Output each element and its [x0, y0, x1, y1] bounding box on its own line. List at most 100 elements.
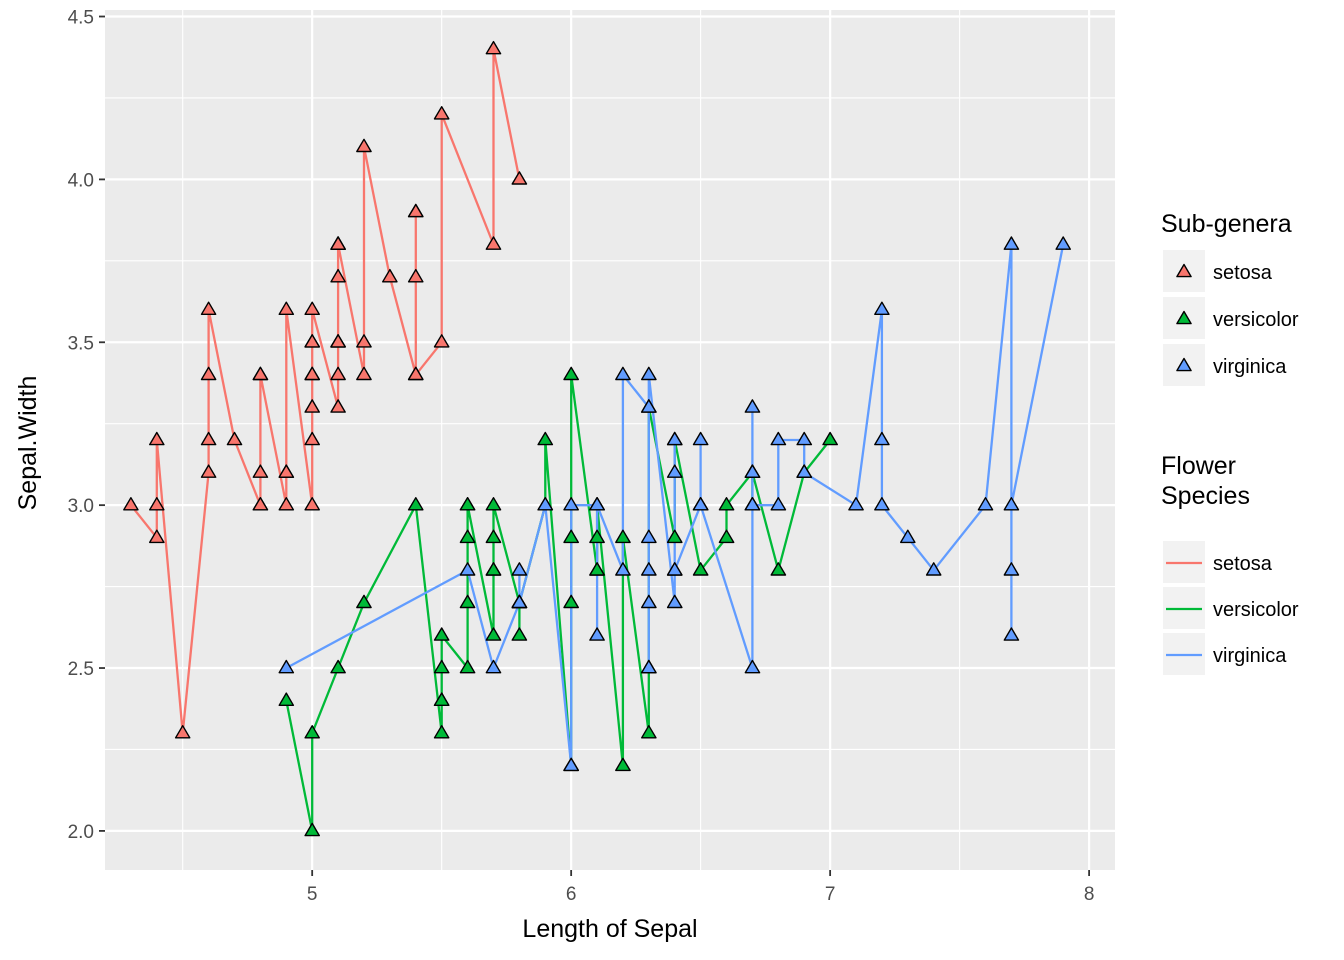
- data-point-setosa: [304, 497, 320, 511]
- data-point-versicolor: [278, 692, 295, 706]
- data-point-virginica: [770, 497, 787, 511]
- x-tick-label: 8: [1084, 884, 1095, 905]
- data-point-virginica: [1003, 236, 1020, 250]
- data-point-virginica: [511, 562, 528, 576]
- data-point-setosa: [382, 268, 398, 283]
- data-point-setosa: [200, 301, 217, 315]
- data-point-setosa: [278, 464, 295, 478]
- data-point-virginica: [563, 497, 579, 511]
- data-point-setosa: [304, 431, 320, 446]
- data-point-setosa: [148, 431, 165, 446]
- legend-label: virginica: [1213, 645, 1287, 667]
- data-point-versicolor: [563, 366, 579, 381]
- data-point-setosa: [304, 399, 320, 413]
- y-tick-label: 3.0: [68, 496, 94, 517]
- data-point-virginica: [977, 497, 994, 511]
- data-point-virginica: [874, 301, 890, 315]
- data-point-versicolor: [666, 529, 683, 544]
- data-point-virginica: [1003, 562, 1020, 576]
- data-point-versicolor: [459, 529, 476, 544]
- data-point-setosa: [330, 399, 346, 413]
- data-point-versicolor: [822, 431, 838, 446]
- data-point-setosa: [330, 334, 346, 348]
- data-point-virginica: [537, 497, 554, 511]
- x-axis: 5 6 7 8: [307, 870, 1095, 905]
- data-point-virginica: [641, 399, 657, 413]
- x-tick-label: 5: [307, 884, 318, 905]
- data-point-virginica: [744, 464, 761, 478]
- data-point-setosa: [278, 301, 295, 315]
- data-point-versicolor: [459, 659, 476, 674]
- data-point-virginica: [744, 659, 761, 674]
- data-point-setosa: [485, 40, 502, 55]
- x-axis-title: Length of Sepal: [522, 915, 697, 943]
- data-point-virginica: [666, 594, 683, 609]
- data-point-versicolor: [433, 725, 450, 739]
- x-tick-label: 7: [825, 884, 836, 905]
- data-point-setosa: [252, 464, 269, 478]
- y-axis-title: Sepal.Width: [14, 376, 42, 511]
- data-point-virginica: [615, 366, 631, 381]
- y-axis: 2.0 2.5 3.0 3.5 4.0 4.5: [68, 8, 105, 843]
- data-point-versicolor: [433, 659, 450, 674]
- data-point-setosa: [511, 171, 528, 185]
- plot-panel: [105, 10, 1115, 870]
- data-point-versicolor: [485, 627, 502, 641]
- legend-key-triangle: [1176, 263, 1192, 278]
- legend-key-triangle: [1176, 310, 1192, 325]
- data-point-versicolor: [563, 529, 579, 544]
- data-point-virginica: [459, 562, 476, 576]
- data-point-virginica: [666, 464, 683, 478]
- data-point-setosa: [356, 366, 372, 381]
- data-point-versicolor: [589, 529, 605, 544]
- data-point-virginica: [589, 627, 605, 641]
- y-tick-label: 2.5: [68, 659, 94, 680]
- data-point-versicolor: [407, 497, 424, 511]
- data-point-setosa: [356, 334, 372, 348]
- data-point-virginica: [900, 529, 916, 544]
- legend-label: versicolor: [1213, 309, 1299, 331]
- series-line-setosa: [130, 47, 521, 735]
- data-point-virginica: [1003, 627, 1020, 641]
- data-point-virginica: [1055, 236, 1072, 250]
- data-point-virginica: [666, 562, 683, 576]
- data-point-virginica: [641, 562, 657, 576]
- legend-label: setosa: [1213, 262, 1273, 284]
- data-point-versicolor: [770, 562, 787, 576]
- data-point-setosa: [304, 301, 320, 315]
- data-point-setosa: [356, 138, 372, 153]
- y-tick-label: 2.0: [68, 822, 94, 843]
- data-point-virginica: [692, 497, 709, 511]
- legend-label: setosa: [1213, 553, 1273, 575]
- data-point-virginica: [589, 497, 605, 511]
- data-point-virginica: [511, 594, 528, 609]
- data-point-virginica: [641, 659, 657, 674]
- data-point-versicolor: [692, 562, 709, 576]
- data-point-versicolor: [330, 659, 346, 674]
- data-point-versicolor: [459, 594, 476, 609]
- data-point-setosa: [330, 236, 346, 250]
- legend-title: Flower Species: [1161, 452, 1250, 510]
- data-point-setosa: [252, 366, 269, 381]
- data-point-virginica: [925, 562, 942, 576]
- data-point-virginica: [278, 659, 295, 674]
- data-point-versicolor: [459, 497, 476, 511]
- legend-label: virginica: [1213, 356, 1287, 378]
- data-point-setosa: [330, 366, 346, 381]
- data-point-virginica: [641, 366, 657, 381]
- data-point-virginica: [641, 529, 657, 544]
- data-point-virginica: [848, 497, 864, 511]
- data-point-versicolor: [485, 497, 502, 511]
- data-point-virginica: [641, 594, 657, 609]
- data-point-setosa: [174, 725, 191, 739]
- data-point-setosa: [148, 497, 165, 511]
- data-point-setosa: [407, 203, 424, 218]
- data-point-versicolor: [615, 757, 631, 772]
- x-tick-label: 6: [566, 884, 577, 905]
- data-point-virginica: [615, 562, 631, 576]
- data-point-versicolor: [433, 627, 450, 641]
- data-point-setosa: [200, 366, 217, 381]
- y-tick-label: 4.5: [68, 8, 94, 29]
- data-point-versicolor: [718, 529, 735, 544]
- data-point-setosa: [226, 431, 243, 446]
